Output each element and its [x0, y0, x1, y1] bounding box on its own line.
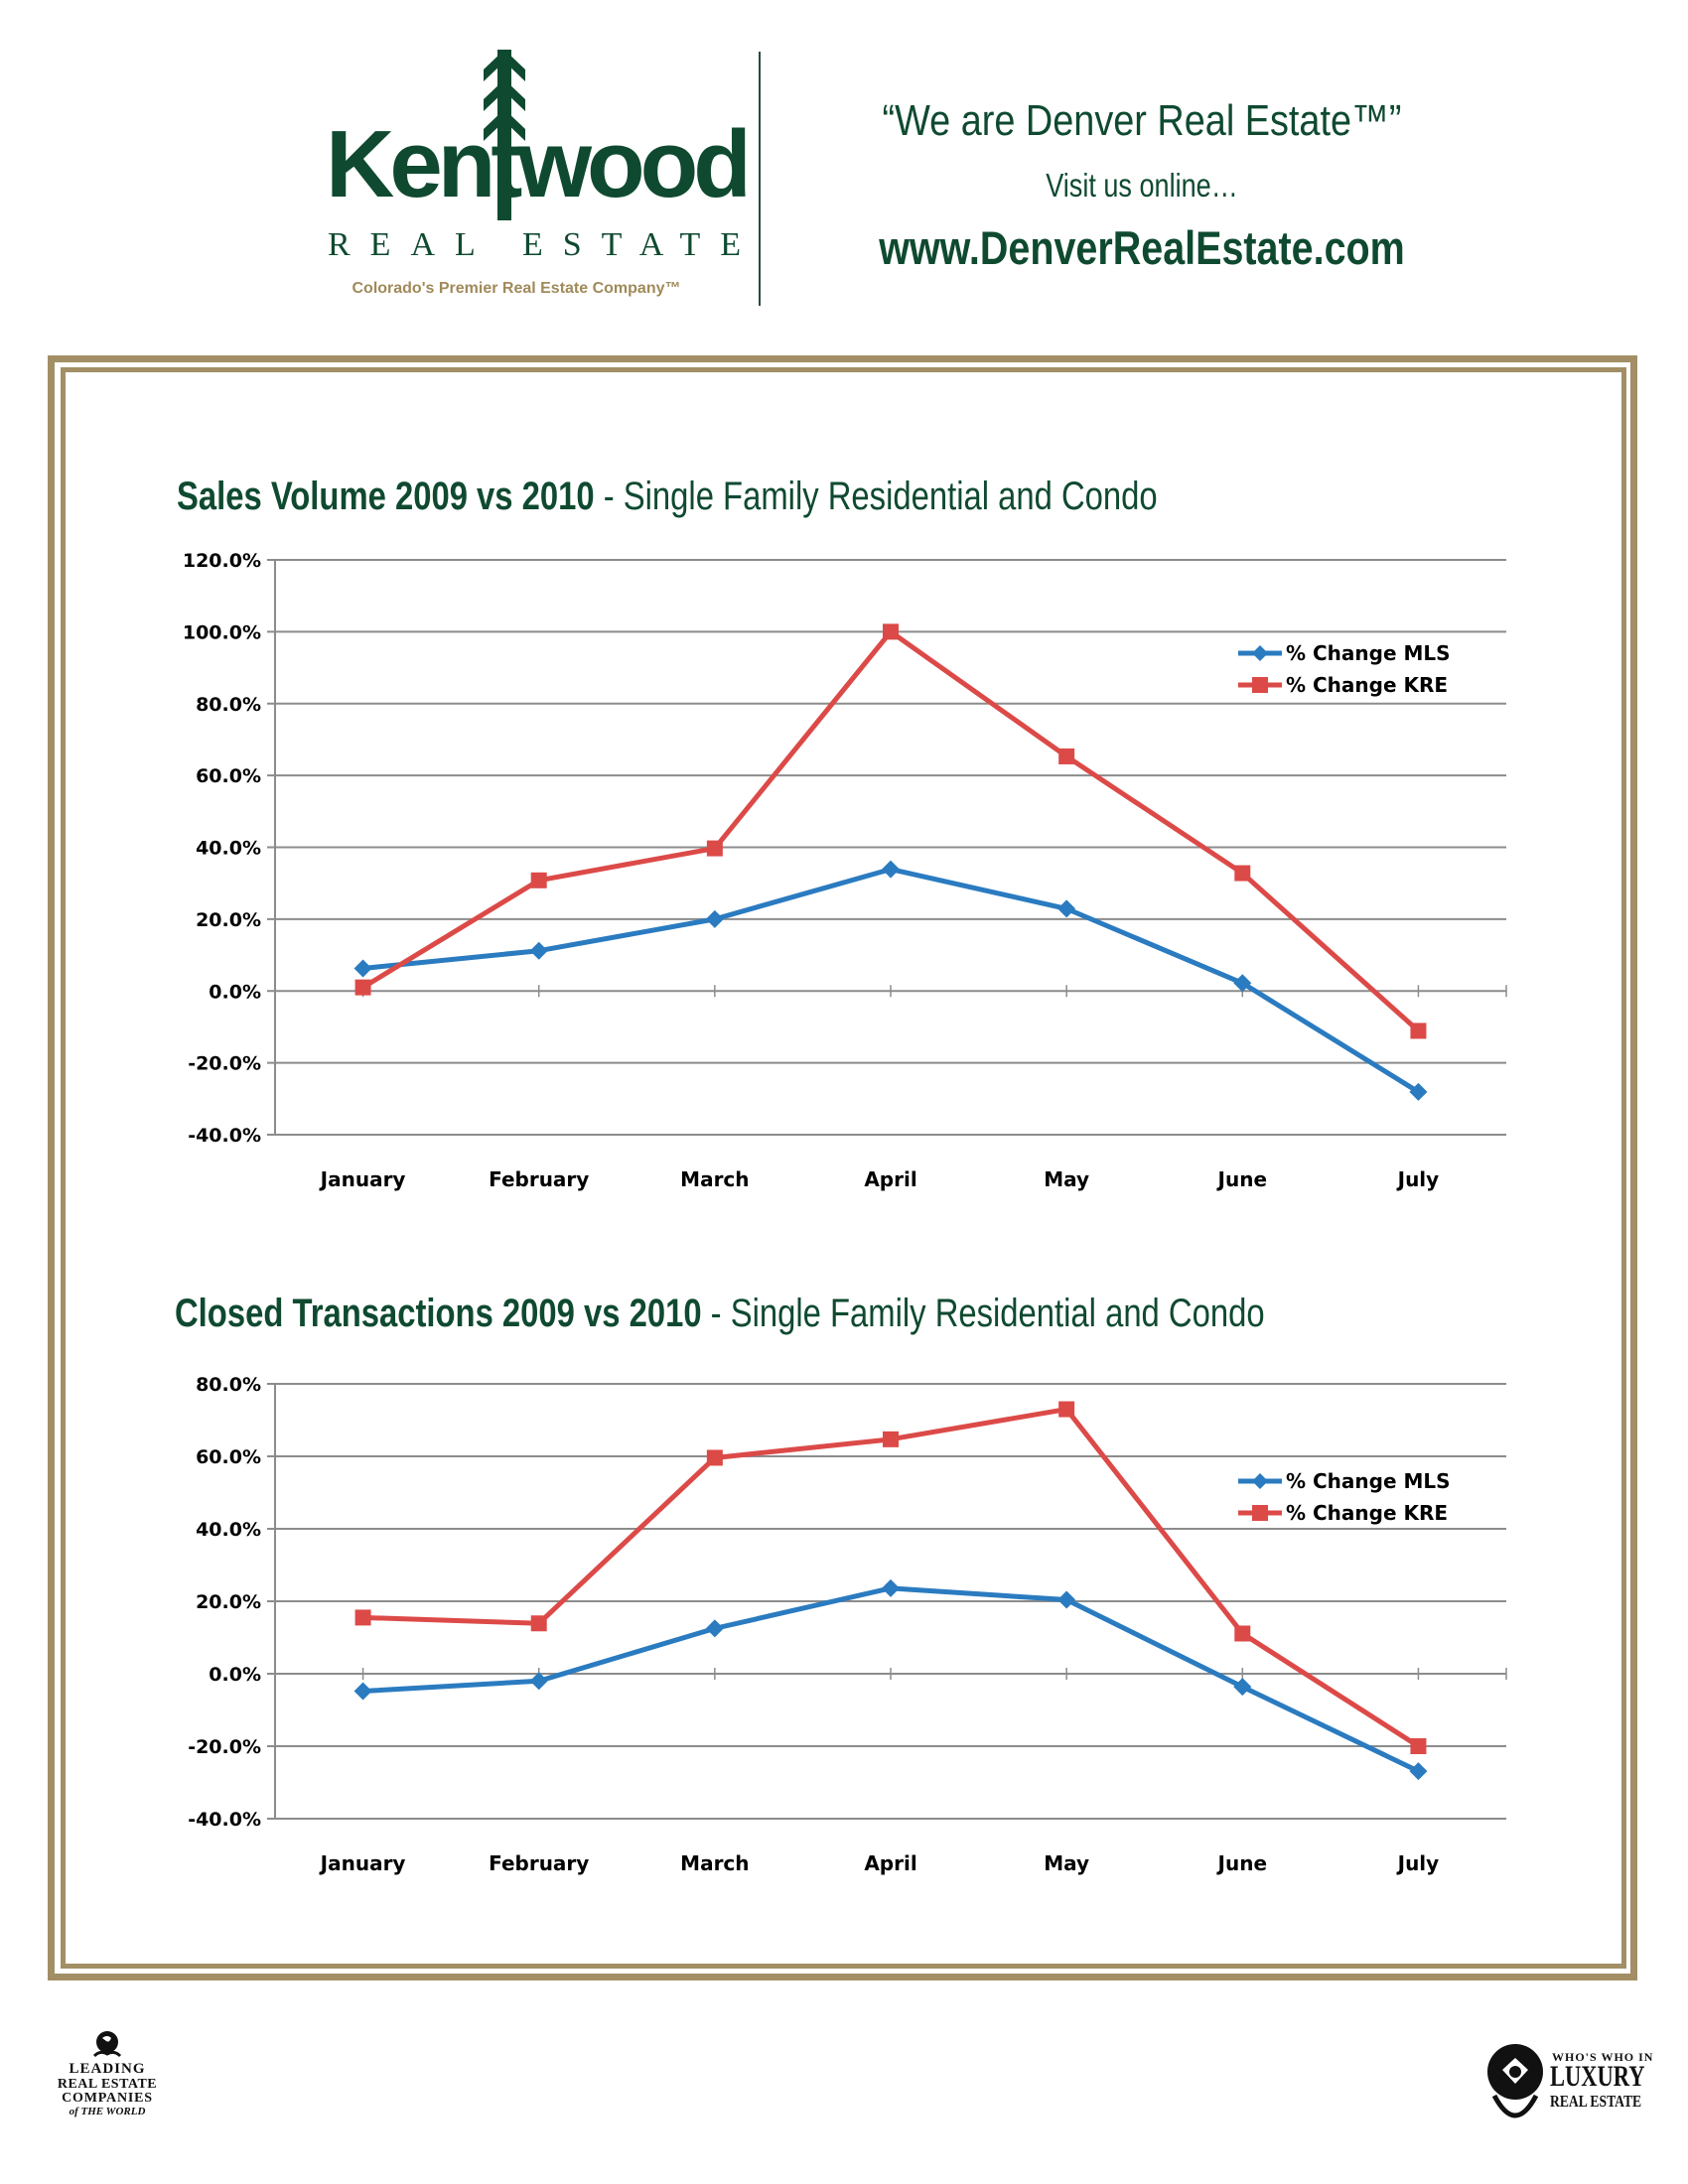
- data-point-mls: [1409, 1762, 1428, 1781]
- leading-real-estate-companies-logo: LEADING REAL ESTATE COMPANIES of THE WOR…: [48, 2030, 167, 2118]
- chart-title-subtitle: - Single Family Residential and Condo: [701, 1292, 1265, 1335]
- legend-marker-diamond-icon: [1252, 1473, 1268, 1489]
- page-frame-inner: [61, 367, 1626, 1969]
- data-point-kre: [530, 872, 547, 888]
- x-category-label: May: [1044, 1851, 1089, 1875]
- y-tick-label: -20.0%: [188, 1736, 261, 1758]
- x-category-label: January: [319, 1851, 406, 1875]
- footer-left-line2: REAL ESTATE: [57, 2076, 158, 2092]
- y-tick-label: 80.0%: [196, 1374, 261, 1396]
- data-point-kre: [1058, 1401, 1075, 1418]
- x-category-label: February: [489, 1851, 589, 1875]
- series-line-mls: [362, 1585, 1420, 1774]
- data-point-mls: [353, 1682, 372, 1701]
- data-point-kre: [1058, 748, 1075, 764]
- data-point-kre: [883, 623, 899, 640]
- y-tick-label: -20.0%: [188, 1053, 261, 1075]
- x-category-label: March: [680, 1167, 749, 1191]
- y-tick-label: -40.0%: [188, 1125, 261, 1147]
- data-point-kre: [1234, 1625, 1251, 1642]
- legend-marker-diamond-icon: [1252, 645, 1268, 661]
- y-tick-label: 80.0%: [196, 694, 261, 716]
- y-tick-label: 60.0%: [196, 1446, 261, 1468]
- y-tick-label: 100.0%: [183, 621, 261, 643]
- legend-label: % Change MLS: [1286, 641, 1451, 665]
- header-divider: [759, 52, 761, 306]
- data-point-mls: [705, 1619, 724, 1638]
- y-tick-label: 20.0%: [196, 909, 261, 931]
- x-category-label: January: [319, 1167, 406, 1191]
- x-category-label: June: [1216, 1851, 1267, 1875]
- y-tick-label: 40.0%: [196, 838, 261, 860]
- data-point-kre: [530, 1615, 547, 1632]
- x-category-label: April: [864, 1851, 916, 1875]
- footer-left-line1: LEADING: [69, 2061, 146, 2077]
- y-tick-label: 0.0%: [209, 981, 261, 1003]
- brand-logo-subtitle: REAL ESTATE: [328, 226, 762, 263]
- legend-marker-square-icon: [1252, 677, 1268, 693]
- website-link[interactable]: www.DenverRealEstate.com: [879, 221, 1405, 274]
- x-category-label: February: [489, 1167, 589, 1191]
- data-point-kre: [706, 840, 723, 857]
- footer-right-line1: WHO'S WHO IN: [1552, 2050, 1654, 2064]
- chart-title-bold: Sales Volume 2009 vs 2010: [177, 475, 595, 518]
- data-point-mls: [1409, 1082, 1428, 1101]
- data-point-mls: [882, 1578, 900, 1597]
- x-category-label: March: [680, 1851, 749, 1875]
- data-point-mls: [1057, 899, 1076, 918]
- data-point-mls: [705, 909, 724, 928]
- data-point-mls: [1233, 974, 1252, 993]
- data-point-mls: [882, 860, 900, 879]
- tree-logo-icon: [484, 50, 525, 220]
- brand-tagline: Colorado's Premier Real Estate Company™: [352, 280, 681, 297]
- data-point-mls: [529, 1672, 548, 1691]
- footer-left-line4: of THE WORLD: [69, 2106, 146, 2118]
- data-point-kre: [354, 979, 371, 996]
- legend-label: % Change KRE: [1286, 673, 1448, 697]
- y-tick-label: 40.0%: [196, 1519, 261, 1541]
- footer-right-line2: LUXURY: [1550, 2060, 1645, 2093]
- page-frame-outer: [48, 355, 1637, 1980]
- brand-logo-wordmark: Kentwood: [326, 111, 752, 217]
- data-point-kre: [1410, 1738, 1427, 1754]
- x-category-label: July: [1396, 1167, 1440, 1191]
- whos-who-luxury-logo: WHO'S WHO IN LUXURY REAL ESTATE: [1484, 2030, 1663, 2119]
- y-tick-label: 60.0%: [196, 765, 261, 787]
- footer-right-line3: REAL ESTATE: [1550, 2092, 1642, 2111]
- data-point-kre: [1234, 865, 1251, 882]
- y-tick-label: 0.0%: [209, 1664, 261, 1686]
- legend-label: % Change MLS: [1286, 1469, 1451, 1493]
- world-globe-icon: [92, 2031, 122, 2058]
- slogan: “We are Denver Real Estate™”: [882, 96, 1402, 145]
- y-tick-label: -40.0%: [188, 1809, 261, 1831]
- data-point-mls: [353, 959, 372, 978]
- lion-door-knocker-icon: [1487, 2044, 1543, 2118]
- x-category-label: April: [864, 1167, 916, 1191]
- chart-title-sales-volume: Sales Volume 2009 vs 2010 - Single Famil…: [177, 477, 1158, 516]
- data-point-mls: [529, 941, 548, 960]
- data-point-mls: [1057, 1590, 1076, 1609]
- data-point-kre: [706, 1449, 723, 1466]
- x-category-label: June: [1216, 1167, 1267, 1191]
- chart-title-closed-transactions: Closed Transactions 2009 vs 2010 - Singl…: [175, 1294, 1265, 1333]
- chart-title-subtitle: - Single Family Residential and Condo: [594, 475, 1158, 518]
- data-point-kre: [354, 1609, 371, 1626]
- x-category-label: May: [1044, 1167, 1089, 1191]
- data-point-kre: [883, 1431, 899, 1447]
- visit-online-text: Visit us online…: [1046, 167, 1238, 204]
- footer-left-line3: COMPANIES: [62, 2091, 153, 2107]
- y-tick-label: 20.0%: [196, 1591, 261, 1613]
- legend-label: % Change KRE: [1286, 1501, 1448, 1525]
- chart-title-bold: Closed Transactions 2009 vs 2010: [175, 1292, 702, 1335]
- data-point-mls: [1233, 1678, 1252, 1697]
- y-tick-label: 120.0%: [183, 550, 261, 572]
- legend-marker-square-icon: [1252, 1505, 1268, 1521]
- data-point-kre: [1410, 1023, 1427, 1039]
- x-category-label: July: [1396, 1851, 1440, 1875]
